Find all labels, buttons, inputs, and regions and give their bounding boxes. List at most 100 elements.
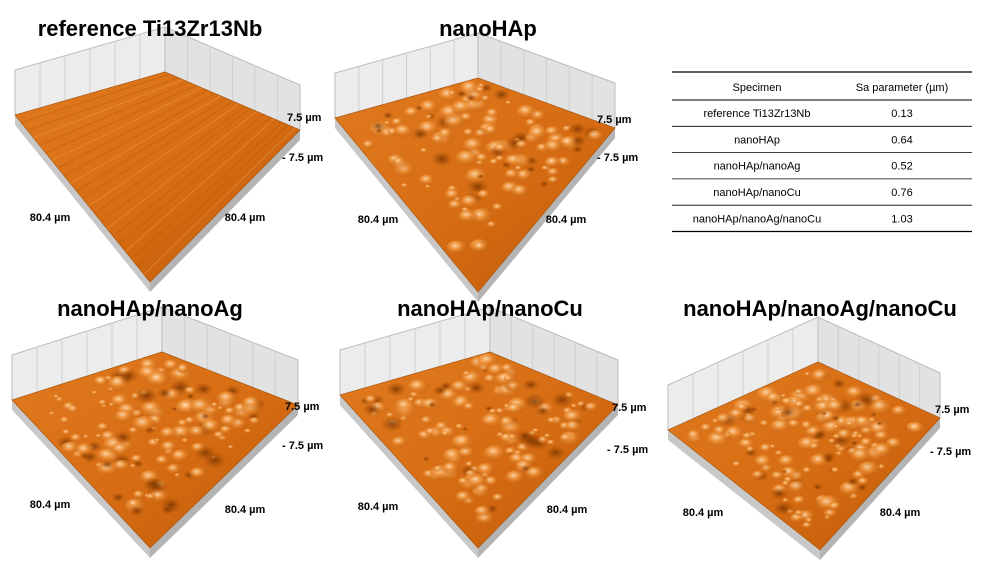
surface-bump <box>559 136 578 150</box>
table-cell: 0.52 <box>891 161 912 173</box>
surface-pit <box>546 439 556 446</box>
surface-bump <box>771 471 785 481</box>
base-side <box>820 418 940 560</box>
surface-pit <box>713 425 728 436</box>
y-size-label: 80.4 µm <box>225 212 266 224</box>
table-cell: 1.03 <box>891 213 912 225</box>
z-min-label: - 7.5 µm <box>930 446 971 458</box>
surface-panel: reference Ti13Zr13Nb 7.5 µm - 7.5 µm 80.4 µ… <box>14 16 323 292</box>
surface-bump <box>812 483 823 491</box>
surface-pit <box>508 434 517 441</box>
surface-bump <box>190 442 206 453</box>
surface-pit <box>118 368 140 383</box>
surface-bump <box>485 108 501 119</box>
z-max-label: 7.5 µm <box>287 112 322 124</box>
surface-pit <box>857 477 870 487</box>
surface-bump <box>441 430 450 437</box>
surface-pit <box>493 143 508 154</box>
surface-bump <box>828 501 842 511</box>
surface-bump <box>486 221 497 229</box>
surface-bump <box>444 188 462 201</box>
panel-title: reference Ti13Zr13Nb <box>38 16 263 41</box>
y-size-label: 80.4 µm <box>880 507 921 519</box>
surface-pit <box>384 120 391 126</box>
surface-bump <box>62 429 72 436</box>
surface-stripe <box>63 93 215 177</box>
surface-bump <box>460 194 481 209</box>
surface-stripe <box>82 100 234 199</box>
surface-bump <box>364 395 379 405</box>
z-max-label: 7.5 µm <box>612 402 647 414</box>
surface-pit <box>451 100 474 116</box>
surface-bump <box>132 415 157 433</box>
x-size-label: 80.4 µm <box>30 499 71 511</box>
surface-pit <box>492 203 505 212</box>
surface-bump <box>53 394 60 400</box>
surface-bump <box>70 433 83 443</box>
table-header: Sa parameter (µm) <box>856 82 949 94</box>
surface-bump <box>782 497 790 503</box>
surface-pit <box>132 490 146 500</box>
surface-stripe <box>57 89 208 169</box>
surface-panel: nanoHAp/nanoCu 7.5 µm - 7.5 µm 80.4 µm 80.4 … <box>339 296 648 558</box>
surface-bump <box>370 121 386 132</box>
surface-bump <box>504 447 518 456</box>
surface-pit <box>381 416 404 432</box>
surface-pit <box>59 416 71 424</box>
surface-stripe <box>143 127 296 275</box>
surface-stripe <box>45 85 197 154</box>
table-cell: 0.76 <box>891 187 912 199</box>
surface-bump <box>805 517 814 524</box>
surface-panel: nanoHAp 7.5 µm - 7.5 µm 80.4 µm 80.4 µm <box>334 16 638 302</box>
surface-bump <box>774 450 784 457</box>
surface-bump <box>700 423 714 433</box>
surface-bump <box>547 176 560 185</box>
surface-bump <box>809 442 821 451</box>
surface-bump <box>463 137 485 153</box>
surface-bump <box>802 466 813 475</box>
surface-bump <box>544 139 564 154</box>
surface-pit <box>875 420 884 426</box>
surface-bump <box>97 422 110 432</box>
surface-pit <box>113 459 131 472</box>
surface-pit <box>217 406 224 411</box>
surface-bump <box>775 406 782 412</box>
surface-bump <box>831 415 841 422</box>
surface-stripe <box>106 111 257 230</box>
surface-pit <box>400 183 409 189</box>
surface-bump <box>467 381 486 395</box>
surface-pit <box>769 444 777 450</box>
surface-pit <box>433 465 444 473</box>
surface-pit <box>465 469 477 478</box>
surface-bump <box>741 432 754 441</box>
surface-bump <box>794 388 806 397</box>
surface-bump <box>759 420 770 428</box>
surface-bump <box>154 438 161 443</box>
surface-bump <box>779 406 797 419</box>
z-max-label: 7.5 µm <box>935 404 970 416</box>
surface-bump <box>857 461 881 478</box>
surface-bump <box>420 415 434 426</box>
surface-bump <box>850 440 859 447</box>
base-side <box>150 130 300 292</box>
surface-bump <box>481 413 503 429</box>
surface-pit <box>503 375 514 383</box>
surface-bump <box>715 413 733 425</box>
surface-bump <box>440 381 452 390</box>
x-size-label: 80.4 µm <box>30 212 71 224</box>
surface-bump <box>476 462 496 477</box>
surface-bump <box>484 476 500 487</box>
surface-bump <box>787 480 807 494</box>
surface-bump <box>906 421 926 435</box>
table: Specimen Sa parameter (µm) reference Ti13Z… <box>672 71 972 233</box>
z-min-label: - 7.5 µm <box>597 152 638 164</box>
surface-bump <box>67 404 80 414</box>
base-side <box>150 405 298 558</box>
surface-bump <box>874 430 891 442</box>
surface-bump <box>770 418 792 434</box>
surface-bump <box>194 382 214 396</box>
surface-bump <box>515 140 530 150</box>
surface-bump <box>483 125 499 136</box>
surface-bump <box>455 150 479 167</box>
surface-bump <box>244 428 253 434</box>
